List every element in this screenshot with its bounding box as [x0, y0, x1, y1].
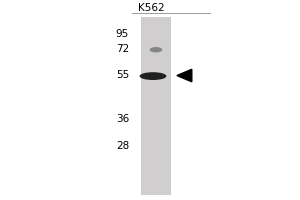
Text: 72: 72 [116, 44, 129, 54]
Polygon shape [177, 69, 192, 82]
Bar [141, 17, 171, 195]
Text: 95: 95 [116, 29, 129, 39]
Text: 28: 28 [116, 141, 129, 151]
Ellipse shape [140, 72, 166, 80]
Ellipse shape [150, 47, 162, 52]
Text: K562: K562 [138, 3, 165, 13]
Text: 36: 36 [116, 114, 129, 124]
Text: 55: 55 [116, 70, 129, 80]
